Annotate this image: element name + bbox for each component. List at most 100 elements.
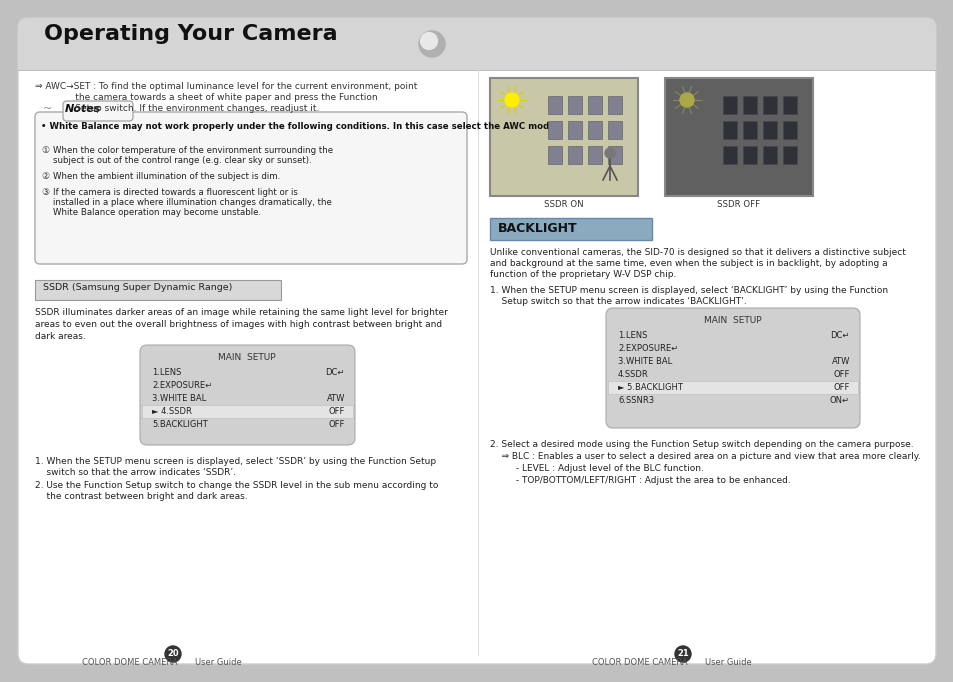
- Text: White Balance operation may become unstable.: White Balance operation may become unsta…: [53, 208, 261, 217]
- Bar: [490, 78, 638, 196]
- Text: ON↵: ON↵: [829, 396, 849, 405]
- Text: DC↵: DC↵: [325, 368, 345, 377]
- Text: User Guide: User Guide: [704, 658, 751, 667]
- Text: 4.SSDR: 4.SSDR: [618, 370, 648, 379]
- Text: 20: 20: [167, 649, 178, 659]
- FancyBboxPatch shape: [605, 308, 859, 428]
- Bar: [18, 44, 935, 70]
- Text: When the color temperature of the environment surrounding the: When the color temperature of the enviro…: [53, 146, 333, 155]
- Text: ①: ①: [41, 146, 49, 155]
- Circle shape: [504, 93, 518, 107]
- Text: OFF: OFF: [328, 420, 345, 429]
- Bar: [742, 121, 757, 139]
- Bar: [762, 121, 776, 139]
- Bar: [142, 405, 353, 418]
- Text: BACKLIGHT: BACKLIGHT: [497, 222, 577, 235]
- Text: ③: ③: [41, 188, 49, 197]
- Text: switch so that the arrow indicates ‘SSDR’.: switch so that the arrow indicates ‘SSDR…: [35, 468, 235, 477]
- Text: ATW: ATW: [831, 357, 849, 366]
- Text: ⇒ BLC : Enables a user to select a desired area on a picture and view that area : ⇒ BLC : Enables a user to select a desir…: [490, 452, 920, 461]
- Text: OFF: OFF: [833, 370, 849, 379]
- Text: ► 4.SSDR: ► 4.SSDR: [152, 407, 192, 416]
- Text: Setup switch so that the arrow indicates ‘BACKLIGHT’.: Setup switch so that the arrow indicates…: [490, 297, 746, 306]
- Bar: [547, 121, 561, 139]
- Bar: [782, 96, 796, 114]
- Text: OFF: OFF: [833, 383, 849, 392]
- Text: SSDR ON: SSDR ON: [543, 200, 583, 209]
- Text: dark areas.: dark areas.: [35, 332, 86, 341]
- Circle shape: [679, 93, 693, 107]
- Bar: [587, 96, 601, 114]
- Text: the camera towards a sheet of white paper and press the Function: the camera towards a sheet of white pape…: [35, 93, 377, 102]
- Bar: [762, 96, 776, 114]
- FancyBboxPatch shape: [140, 345, 355, 445]
- Circle shape: [418, 31, 444, 57]
- Text: 2. Use the Function Setup switch to change the SSDR level in the sub menu accord: 2. Use the Function Setup switch to chan…: [35, 481, 438, 490]
- Bar: [722, 96, 737, 114]
- Circle shape: [604, 148, 615, 158]
- Bar: [664, 78, 812, 196]
- Text: ► 5.BACKLIGHT: ► 5.BACKLIGHT: [618, 383, 682, 392]
- FancyBboxPatch shape: [18, 18, 935, 70]
- Text: ~: ~: [43, 104, 52, 114]
- Text: 21: 21: [677, 649, 688, 659]
- Text: SSDR (Samsung Super Dynamic Range): SSDR (Samsung Super Dynamic Range): [43, 283, 233, 292]
- FancyBboxPatch shape: [18, 18, 935, 664]
- Text: 1. When the SETUP menu screen is displayed, select ‘SSDR’ by using the Function : 1. When the SETUP menu screen is display…: [35, 457, 436, 466]
- Text: User Guide: User Guide: [194, 658, 241, 667]
- Bar: [587, 146, 601, 164]
- Text: Notes: Notes: [65, 104, 101, 114]
- Circle shape: [420, 33, 437, 50]
- Text: COLOR DOME CAMERA: COLOR DOME CAMERA: [592, 658, 687, 667]
- Text: • White Balance may not work properly under the following conditions. In this ca: • White Balance may not work properly un…: [41, 122, 558, 131]
- Text: OFF: OFF: [328, 407, 345, 416]
- Text: SSDR OFF: SSDR OFF: [717, 200, 760, 209]
- Text: 1. When the SETUP menu screen is displayed, select ‘BACKLIGHT’ by using the Func: 1. When the SETUP menu screen is display…: [490, 286, 887, 295]
- Bar: [567, 121, 581, 139]
- Text: MAIN  SETUP: MAIN SETUP: [218, 353, 275, 362]
- Bar: [587, 121, 601, 139]
- Bar: [607, 146, 621, 164]
- Text: 2. Select a desired mode using the Function Setup switch depending on the camera: 2. Select a desired mode using the Funct…: [490, 440, 913, 449]
- Bar: [742, 146, 757, 164]
- Text: areas to even out the overall brightness of images with high contrast between br: areas to even out the overall brightness…: [35, 320, 441, 329]
- Bar: [567, 146, 581, 164]
- Bar: [490, 218, 651, 240]
- Bar: [547, 96, 561, 114]
- Bar: [607, 96, 621, 114]
- Text: 3.WHITE BAL: 3.WHITE BAL: [618, 357, 672, 366]
- Text: 1.LENS: 1.LENS: [618, 331, 647, 340]
- Bar: [742, 96, 757, 114]
- Circle shape: [675, 646, 690, 662]
- Bar: [607, 121, 621, 139]
- Text: - LEVEL : Adjust level of the BLC function.: - LEVEL : Adjust level of the BLC functi…: [490, 464, 703, 473]
- Bar: [782, 146, 796, 164]
- Bar: [607, 381, 857, 394]
- Text: If the camera is directed towards a fluorescent light or is: If the camera is directed towards a fluo…: [53, 188, 297, 197]
- Text: Operating Your Camera: Operating Your Camera: [44, 24, 337, 44]
- Text: function of the proprietary W-V DSP chip.: function of the proprietary W-V DSP chip…: [490, 270, 676, 279]
- Text: When the ambient illumination of the subject is dim.: When the ambient illumination of the sub…: [53, 172, 280, 181]
- Bar: [762, 146, 776, 164]
- Bar: [567, 96, 581, 114]
- Text: - TOP/BOTTOM/LEFT/RIGHT : Adjust the area to be enhanced.: - TOP/BOTTOM/LEFT/RIGHT : Adjust the are…: [490, 476, 790, 485]
- Bar: [547, 146, 561, 164]
- Bar: [35, 280, 281, 300]
- Bar: [782, 121, 796, 139]
- Text: installed in a place where illumination changes dramatically, the: installed in a place where illumination …: [53, 198, 332, 207]
- Bar: [722, 146, 737, 164]
- Text: the contrast between bright and dark areas.: the contrast between bright and dark are…: [35, 492, 248, 501]
- Text: 2.EXPOSURE↵: 2.EXPOSURE↵: [618, 344, 678, 353]
- Text: MAIN  SETUP: MAIN SETUP: [703, 316, 761, 325]
- Text: SSDR illuminates darker areas of an image while retaining the same light level f: SSDR illuminates darker areas of an imag…: [35, 308, 447, 317]
- Text: 6.SSNR3: 6.SSNR3: [618, 396, 654, 405]
- Bar: [722, 121, 737, 139]
- Text: 1.LENS: 1.LENS: [152, 368, 181, 377]
- Circle shape: [165, 646, 181, 662]
- FancyBboxPatch shape: [35, 112, 467, 264]
- Text: Unlike conventional cameras, the SID-70 is designed so that it delivers a distin: Unlike conventional cameras, the SID-70 …: [490, 248, 905, 257]
- Text: COLOR DOME CAMERA: COLOR DOME CAMERA: [82, 658, 177, 667]
- Text: 3.WHITE BAL: 3.WHITE BAL: [152, 394, 206, 403]
- Text: Setup switch. If the environment changes, readjust it.: Setup switch. If the environment changes…: [35, 104, 319, 113]
- Text: 5.BACKLIGHT: 5.BACKLIGHT: [152, 420, 208, 429]
